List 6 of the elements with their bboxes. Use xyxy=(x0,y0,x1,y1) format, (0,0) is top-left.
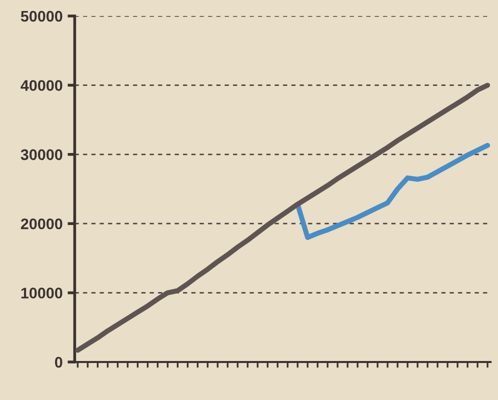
y-tick-label: 10000 xyxy=(21,288,62,298)
y-tick-label: 50000 xyxy=(20,10,62,22)
y-tick-label: 0 xyxy=(55,356,62,368)
y-tick-label: 30000 xyxy=(20,149,62,160)
y-tick-label: 40000 xyxy=(20,80,62,91)
y-tick-label: 20000 xyxy=(20,218,62,230)
